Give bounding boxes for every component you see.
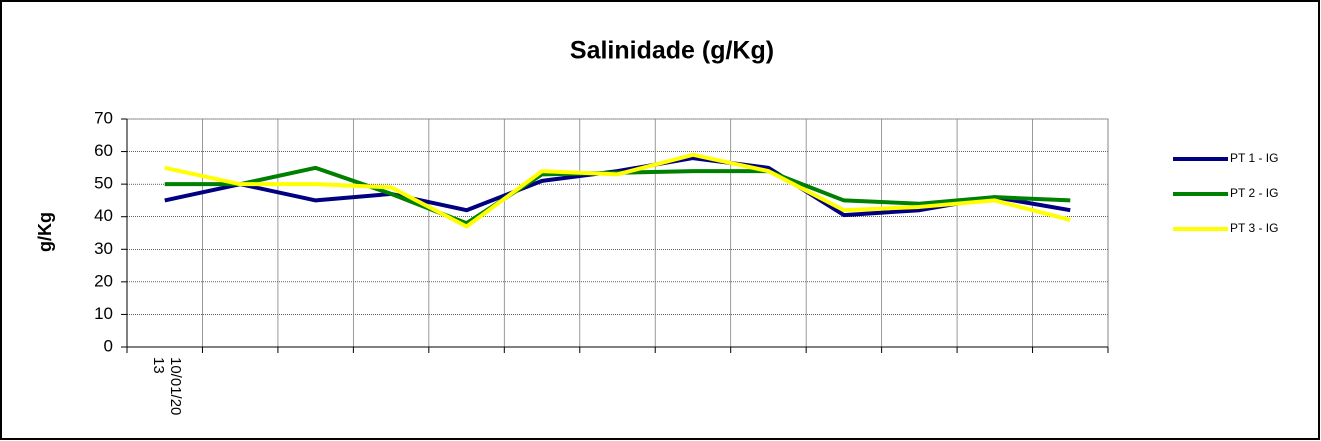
x-tick-label: 10/01/2013 [149, 357, 184, 416]
y-tick-label: 70 [94, 108, 113, 127]
y-tick-label: 30 [94, 239, 113, 258]
series-line [164, 152, 1071, 229]
y-tick-label: 50 [94, 174, 113, 193]
chart-title: Salinidade (g/Kg) [570, 37, 774, 65]
legend-label: PT 2 - IG [1230, 186, 1278, 200]
y-axis-label: g/Kg [35, 212, 55, 252]
y-tick-label: 60 [94, 141, 113, 160]
y-tick-label: 0 [104, 336, 113, 355]
y-tick-label: 20 [94, 271, 113, 290]
y-tick-label: 10 [94, 304, 113, 323]
legend-label: PT 3 - IG [1230, 221, 1278, 235]
legend-label: PT 1 - IG [1230, 151, 1278, 165]
y-tick-label: 40 [94, 206, 113, 225]
